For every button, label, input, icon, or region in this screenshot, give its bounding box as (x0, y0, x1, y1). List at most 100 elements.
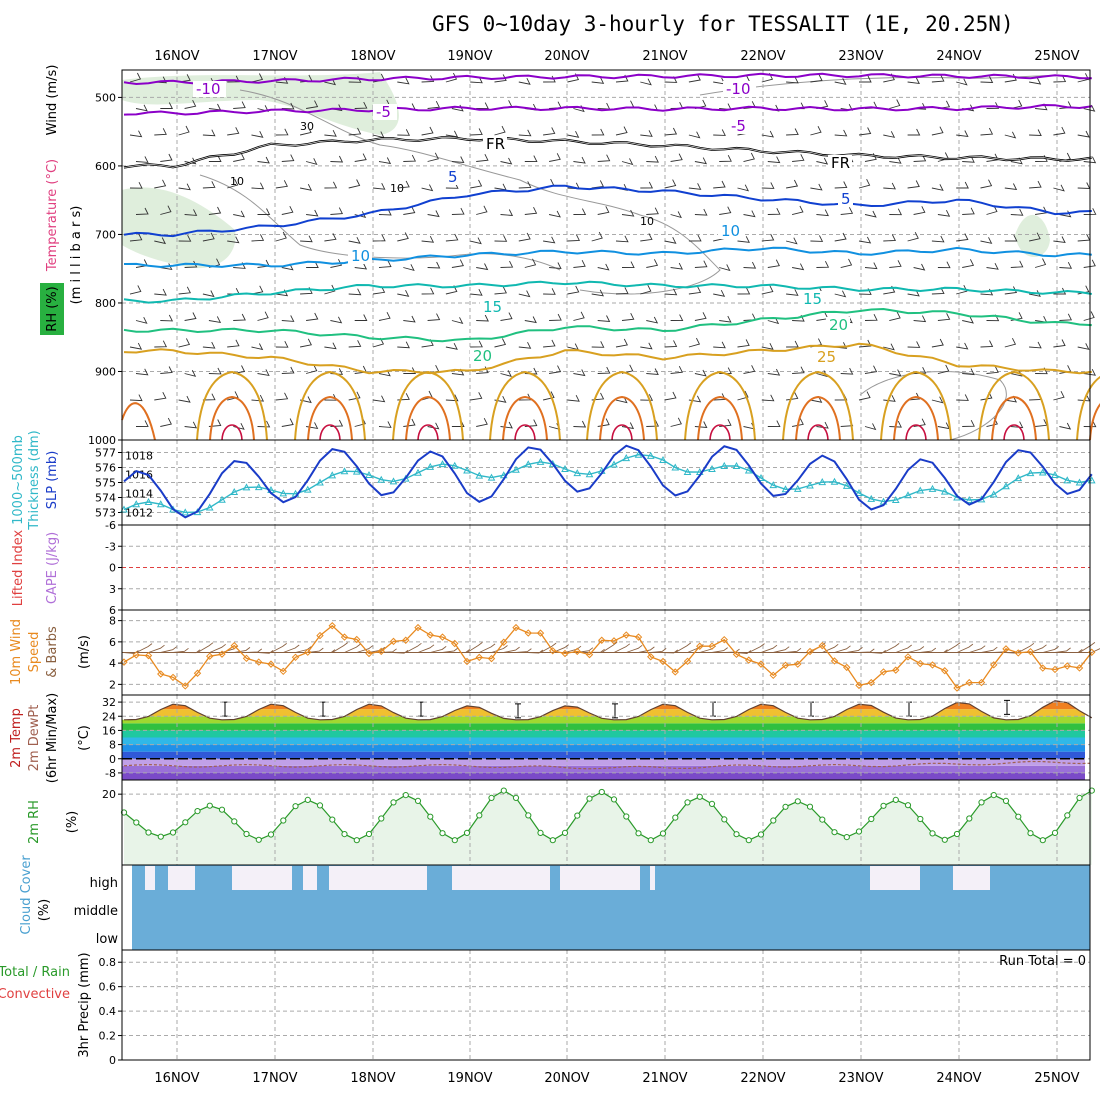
rh-marker (868, 815, 875, 823)
wind-barb (567, 234, 581, 242)
wind-barb (937, 209, 951, 217)
wind-speed-marker (830, 657, 839, 665)
wind-barb (251, 343, 264, 351)
wind-speed-marker (1002, 645, 1010, 653)
wind-barb (834, 232, 847, 242)
isotherm-label-bg (193, 81, 226, 97)
wind-barb (743, 210, 756, 218)
thickness-marker (683, 467, 692, 475)
wind-barb (937, 313, 951, 321)
temp-tick-label: 24 (102, 710, 116, 723)
thickness-marker (1063, 476, 1072, 484)
wind-speed-marker (610, 637, 618, 645)
wind-barb (549, 313, 562, 321)
isotherm-line (123, 72, 1092, 86)
wind-barb (1004, 337, 1017, 348)
rh-marker (267, 831, 275, 838)
wind-barb (178, 395, 191, 403)
wind-barb-10m (1018, 642, 1035, 653)
isotherm-label: FR (831, 154, 850, 172)
wind-barb (713, 180, 726, 189)
temp-color-band (122, 744, 1085, 752)
rh-marker (806, 803, 814, 810)
wind-barb (300, 235, 313, 243)
wind-barb (129, 233, 143, 242)
wind-barb (299, 126, 312, 136)
isotherm-35-bump (221, 424, 243, 441)
wind-barb (348, 127, 362, 136)
wind-axis-label: Wind (m/s) (45, 65, 60, 136)
thickness-marker (732, 461, 741, 469)
temp-minmax-bar (222, 701, 228, 717)
thickness-marker (377, 475, 386, 483)
wind-barb (1004, 234, 1018, 242)
wind-barb (227, 339, 240, 348)
thickness-marker (904, 491, 912, 499)
wind-barb (646, 155, 659, 163)
precip-tick-label: 0 (109, 1054, 116, 1067)
isotherm-25-bump (684, 370, 756, 441)
wind-barb (737, 390, 749, 401)
wind-barb (719, 264, 731, 272)
wind-barb (227, 178, 239, 189)
wind-speed-marker (916, 659, 924, 668)
wind-barb (202, 181, 216, 189)
rh-marker (819, 816, 826, 823)
wind-speed-marker (132, 651, 140, 659)
wind-barb (330, 258, 343, 268)
wind-barb (640, 233, 653, 242)
wind-barb (354, 314, 368, 321)
wind-barb (524, 155, 538, 163)
wind-barb (281, 205, 294, 215)
rh-marker (341, 831, 348, 838)
wind-barb-10m (503, 646, 520, 653)
rh-shading (1015, 214, 1050, 258)
temperature-axis-label: Temperature (°C) (45, 159, 60, 272)
wind-barb (1029, 180, 1042, 189)
wind-barb (354, 101, 368, 109)
date-label-top: 25NOV (1034, 49, 1079, 64)
wind-barb (889, 311, 901, 321)
wind-barb-10m (883, 643, 900, 653)
wind-barb (129, 285, 142, 295)
wind-barb (640, 394, 654, 401)
isotherm-label: -5 (376, 103, 391, 121)
wind-barb-10m (479, 643, 496, 653)
wind-barb (233, 152, 245, 162)
rh-contour (239, 89, 721, 295)
rh-contour-label: 10 (230, 175, 244, 188)
wind-barb (451, 207, 465, 215)
rh-marker (623, 813, 630, 820)
wind-barb (306, 209, 319, 217)
wind-barb (543, 339, 556, 348)
lifted-index-tick-label: -3 (105, 540, 116, 553)
wind-speed-marker (549, 647, 557, 655)
wind-barb (427, 261, 441, 269)
thickness-marker (132, 500, 141, 508)
isotherm-25-bump (586, 370, 658, 441)
isotherm-label: 5 (448, 168, 458, 186)
wind-barb (670, 314, 684, 322)
cloud-high-gap (232, 866, 292, 890)
temp-color-band (122, 730, 1085, 738)
wind-barb (573, 311, 585, 321)
wind-barb (621, 209, 635, 217)
isotherm-30-bump (697, 395, 743, 441)
wind-barb (980, 237, 993, 244)
rh-marker (659, 830, 667, 837)
isotherm-30-bump (502, 395, 548, 441)
date-label-bottom: 21NOV (642, 1071, 687, 1086)
wind10-axis-label-2: Speed (27, 632, 42, 673)
wind-speed-marker (304, 648, 312, 656)
temp-color-band (122, 751, 1085, 759)
thickness-marker (622, 454, 631, 462)
wind-barb-10m (650, 648, 667, 653)
wind-barb (907, 341, 921, 348)
wind-barb (299, 396, 312, 404)
rh-marker (488, 794, 495, 802)
isotherm-label-bg (373, 104, 397, 120)
wind-speed-marker (622, 631, 630, 639)
wind-barb (524, 206, 538, 215)
wind-barb-10m (760, 644, 778, 653)
wind-barb-10m (442, 647, 459, 653)
